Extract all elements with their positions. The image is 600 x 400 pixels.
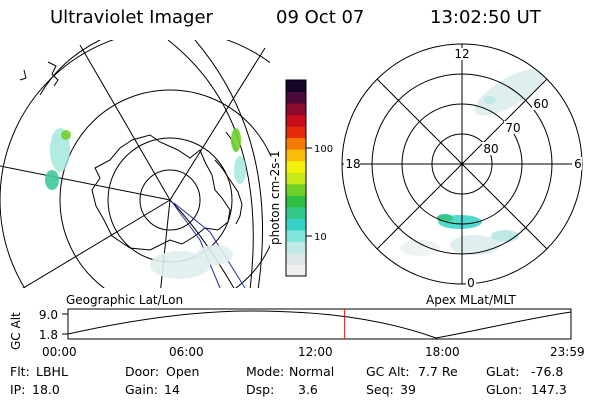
altitude-curve bbox=[67, 310, 572, 339]
glon-label: GLon: bbox=[486, 382, 523, 397]
colorbar-segment bbox=[286, 114, 306, 127]
time-label-2359: 23:59 bbox=[550, 345, 585, 359]
colorbar-segment bbox=[286, 172, 306, 185]
colorbar-segment bbox=[286, 218, 306, 231]
time-label-0600: 06:00 bbox=[169, 345, 204, 359]
lat-label-70: 70 bbox=[505, 121, 520, 135]
altitude-plot: GC Alt 9.0 1.8 bbox=[9, 308, 572, 350]
colorbar-segment bbox=[286, 160, 306, 173]
glon-value: 147.3 bbox=[531, 382, 567, 397]
altitude-ymin: 1.8 bbox=[39, 328, 58, 342]
date-text: 09 Oct 07 bbox=[276, 7, 365, 28]
glat-value: -76.8 bbox=[531, 364, 564, 379]
colorbar-segment bbox=[286, 206, 306, 219]
mlt-label-12: 12 bbox=[454, 47, 469, 61]
filter-value: LBHL bbox=[36, 364, 68, 379]
colorbar-segment bbox=[286, 80, 306, 93]
gc-alt-value: 7.7 Re bbox=[418, 364, 458, 379]
time-label-1800: 18:00 bbox=[425, 345, 460, 359]
door-label: Door: bbox=[125, 364, 160, 379]
lat-label-80: 80 bbox=[483, 142, 498, 156]
lat-label-bg-80 bbox=[482, 142, 500, 155]
filter-label: Flt: bbox=[10, 364, 30, 379]
colorbar-segment bbox=[286, 195, 306, 208]
mlt-label-18: 18 bbox=[345, 157, 360, 171]
lat-label-bg-70 bbox=[504, 121, 522, 134]
colorbar-segment bbox=[286, 149, 306, 162]
colorbar-label-10: 10 bbox=[314, 232, 327, 243]
door-value: Open bbox=[166, 364, 200, 379]
colorbar-segment bbox=[286, 229, 306, 242]
gc-alt-label: GC Alt: bbox=[366, 364, 410, 379]
altitude-ymax: 9.0 bbox=[39, 308, 58, 322]
instrument-title: Ultraviolet Imager bbox=[50, 7, 213, 28]
seq-label: Seq: bbox=[366, 382, 394, 397]
altitude-ylabel: GC Alt bbox=[9, 312, 23, 350]
mlt-label-bg-18 bbox=[344, 157, 360, 170]
colorbar-segment bbox=[286, 183, 306, 196]
lat-label-60: 60 bbox=[533, 97, 548, 111]
mlt-label-bg-0 bbox=[466, 276, 476, 288]
colorbar-segment bbox=[286, 264, 306, 277]
glat-label: GLat: bbox=[486, 364, 520, 379]
dsp-value: 3.6 bbox=[298, 382, 318, 397]
seq-value: 39 bbox=[400, 382, 416, 397]
colorbar-label-100: 100 bbox=[314, 144, 333, 155]
color-bar-frame bbox=[285, 79, 307, 277]
colorbar-segment bbox=[286, 103, 306, 116]
ip-label: IP: bbox=[10, 382, 26, 397]
mode-value: Normal bbox=[289, 364, 335, 379]
colorbar-segment bbox=[286, 252, 306, 265]
gain-value: 14 bbox=[164, 382, 180, 397]
colorbar-segment bbox=[286, 126, 306, 139]
colorbar-segment bbox=[286, 91, 306, 104]
color-scale-bar bbox=[286, 80, 306, 277]
time-label-0000: 00:00 bbox=[42, 345, 77, 359]
ip-value: 18.0 bbox=[32, 382, 60, 397]
mlt-label-bg-6 bbox=[572, 157, 582, 170]
left-map-label: Geographic Lat/Lon bbox=[66, 293, 184, 307]
colorbar-segment bbox=[286, 137, 306, 150]
lat-label-bg-60 bbox=[532, 97, 550, 110]
right-map-label: Apex MLat/MLT bbox=[426, 293, 516, 307]
colorbar-unit-label: photon cm-2s-1 bbox=[268, 151, 282, 246]
geographic-map bbox=[0, 40, 270, 288]
mlt-label-0: 0 bbox=[467, 276, 475, 290]
time-label-1200: 12:00 bbox=[298, 345, 333, 359]
time-text: 13:02:50 UT bbox=[430, 7, 541, 28]
mlt-label-bg-12 bbox=[456, 48, 470, 60]
altitude-plot-frame bbox=[67, 308, 572, 340]
colorbar-segment bbox=[286, 241, 306, 254]
gain-label: Gain: bbox=[125, 382, 158, 397]
mlt-label-6: 6 bbox=[574, 157, 582, 171]
dsp-label: Dsp: bbox=[246, 382, 275, 397]
magnetic-polar-map: 12 18 6 0 60 70 80 bbox=[341, 43, 583, 290]
mode-label: Mode: bbox=[246, 364, 285, 379]
